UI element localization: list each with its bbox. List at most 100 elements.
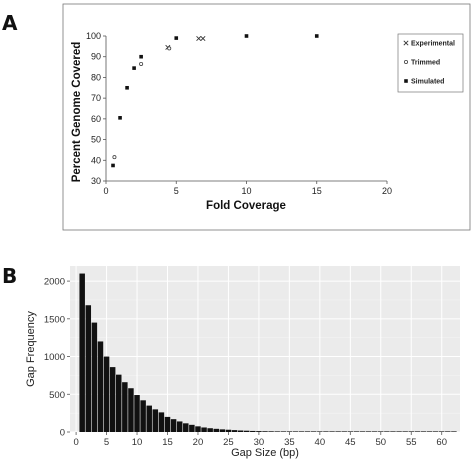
x-tick-label: 45	[345, 437, 356, 448]
histogram-bar	[79, 273, 85, 432]
histogram-bar	[164, 416, 171, 432]
x-tick-label: 20	[382, 186, 392, 196]
histogram-bar	[262, 431, 268, 432]
y-tick-label: 1500	[44, 314, 65, 325]
y-tick-label: 500	[49, 390, 65, 401]
x-marker-stroke	[196, 35, 202, 42]
histogram-bar	[189, 424, 195, 432]
y-tick-label: 50	[91, 135, 101, 145]
x-tick-label: 10	[241, 186, 251, 196]
histogram-bar	[396, 431, 402, 432]
histogram-bar	[408, 431, 414, 432]
data-point-simulated	[132, 66, 136, 70]
y-tick-label: 0	[60, 428, 65, 439]
histogram-bar	[207, 428, 213, 432]
histogram-bar	[170, 419, 177, 432]
histogram-bar	[97, 341, 104, 432]
histogram-bar	[323, 431, 329, 432]
histogram-bar	[237, 430, 244, 432]
histogram-bar	[183, 423, 189, 432]
x-tick-label: 10	[132, 437, 143, 448]
x-marker-stroke	[403, 40, 409, 46]
histogram-bar	[243, 430, 250, 432]
histogram-bar	[122, 382, 128, 432]
histogram-bar	[286, 431, 293, 432]
data-point-simulated	[111, 163, 115, 168]
histogram-bar	[359, 431, 366, 432]
histogram-bar	[371, 431, 378, 432]
x-tick-label: 20	[193, 437, 204, 448]
panel-b-x-axis-title: Gap Size (bp)	[231, 447, 299, 459]
histogram-bar	[158, 412, 165, 432]
histogram-bar	[250, 430, 256, 432]
panel-a-legend-box	[397, 33, 464, 93]
data-point-experimental	[200, 35, 206, 42]
x-tick-label: 15	[162, 437, 173, 448]
histogram-bar	[390, 431, 396, 432]
y-tick-label: 90	[91, 52, 101, 62]
histogram-bar	[85, 305, 92, 432]
histogram-bar	[109, 367, 116, 432]
panel-a-x-axis-title: Fold Coverage	[206, 200, 286, 212]
histogram-bar	[438, 431, 445, 432]
x-tick-label: 5	[104, 437, 109, 448]
data-point-trimmed	[167, 46, 172, 51]
data-point-simulated	[125, 85, 129, 90]
histogram-bar	[280, 431, 287, 432]
legend-label-simulated: Simulated	[411, 79, 444, 86]
histogram-bar	[201, 427, 207, 432]
data-point-simulated	[139, 54, 143, 59]
histogram-bar	[298, 431, 305, 432]
panel-a-label: A	[2, 11, 18, 35]
x-tick-label: 50	[375, 437, 386, 448]
x-tick-label: 55	[406, 437, 417, 448]
panel-a-x-ticks: 0 5 10 15 20	[103, 181, 392, 196]
y-tick-label: 60	[91, 114, 101, 124]
histogram-bar	[384, 431, 390, 432]
data-point-experimental	[196, 35, 202, 42]
panel-b-gridlines	[70, 266, 460, 433]
histogram-bar	[256, 431, 262, 432]
x-tick-label: 35	[284, 437, 295, 448]
legend-marker-experimental	[403, 40, 409, 46]
data-point-simulated	[118, 116, 122, 120]
y-tick-label: 100	[86, 31, 101, 41]
data-point-simulated	[314, 34, 319, 38]
histogram-bar	[414, 431, 421, 432]
y-tick-label: 80	[91, 72, 101, 82]
histogram-bar	[445, 431, 451, 432]
legend-label-experimental: Experimental	[411, 41, 455, 48]
histogram-bar	[103, 356, 110, 432]
x-tick-label: 5	[174, 186, 179, 196]
histogram-bar	[451, 431, 457, 432]
data-point-simulated	[244, 34, 249, 38]
histogram-bar	[329, 431, 335, 432]
panel-b-y-ticks: 0 500 1000 1500 2000	[44, 277, 70, 439]
panel-b-bars	[79, 273, 457, 432]
histogram-bar	[134, 395, 140, 432]
histogram-bar	[292, 431, 299, 432]
x-tick-label: 40	[315, 437, 326, 448]
y-tick-label: 2000	[44, 277, 65, 288]
legend-label-trimmed: Trimmed	[411, 60, 440, 67]
data-point-trimmed	[139, 61, 144, 66]
histogram-bar	[213, 428, 219, 432]
legend-marker-trimmed	[403, 60, 408, 65]
histogram-bar	[347, 431, 354, 432]
histogram-bar	[365, 431, 372, 432]
y-tick-label: 70	[91, 93, 101, 103]
histogram-bar	[304, 431, 311, 432]
x-tick-label: 25	[223, 437, 234, 448]
histogram-bar	[91, 322, 98, 432]
histogram-bar	[219, 429, 226, 432]
histogram-bar	[426, 431, 433, 432]
histogram-bar	[146, 405, 152, 432]
histogram-bar	[231, 430, 238, 432]
histogram-bar	[140, 400, 146, 432]
histogram-bar	[116, 374, 122, 432]
histogram-bar	[225, 429, 232, 432]
panel-a-points	[111, 34, 319, 168]
panel-a-legend: Experimental Trimmed Simulated	[397, 33, 464, 93]
histogram-bar	[268, 431, 274, 432]
histogram-bar	[341, 431, 347, 432]
